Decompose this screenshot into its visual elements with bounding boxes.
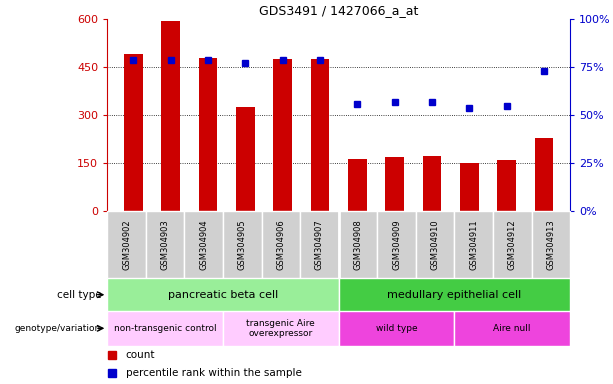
Bar — [107, 311, 223, 346]
Text: GSM304912: GSM304912 — [508, 220, 517, 270]
Bar — [223, 311, 339, 346]
Bar — [497, 160, 516, 211]
Bar — [339, 211, 377, 278]
Text: GSM304909: GSM304909 — [392, 220, 401, 270]
Text: GSM304908: GSM304908 — [354, 219, 362, 270]
Text: medullary epithelial cell: medullary epithelial cell — [387, 290, 522, 300]
Bar — [185, 211, 223, 278]
Bar — [454, 311, 570, 346]
Text: GSM304906: GSM304906 — [276, 219, 285, 270]
Text: GSM304904: GSM304904 — [199, 220, 208, 270]
Bar — [311, 59, 329, 211]
Text: GSM304902: GSM304902 — [122, 220, 131, 270]
Bar — [273, 59, 292, 211]
Bar — [422, 156, 441, 211]
Bar — [493, 211, 531, 278]
Text: count: count — [126, 350, 155, 360]
Bar — [300, 211, 339, 278]
Text: GSM304907: GSM304907 — [315, 219, 324, 270]
Bar — [161, 21, 180, 211]
Bar — [146, 211, 185, 278]
Bar — [107, 211, 146, 278]
Bar — [124, 55, 143, 211]
Bar — [386, 157, 404, 211]
Text: percentile rank within the sample: percentile rank within the sample — [126, 367, 302, 377]
Bar — [339, 278, 570, 311]
Text: Aire null: Aire null — [493, 324, 531, 333]
Bar — [199, 58, 218, 211]
Bar — [107, 278, 339, 311]
Text: non-transgenic control: non-transgenic control — [114, 324, 216, 333]
Text: transgenic Aire
overexpressor: transgenic Aire overexpressor — [246, 319, 315, 338]
Bar — [535, 137, 554, 211]
Title: GDS3491 / 1427066_a_at: GDS3491 / 1427066_a_at — [259, 3, 418, 17]
Bar — [377, 211, 416, 278]
Text: GSM304905: GSM304905 — [238, 220, 247, 270]
Bar — [223, 211, 262, 278]
Bar — [262, 211, 300, 278]
Bar — [236, 107, 255, 211]
Text: GSM304911: GSM304911 — [469, 220, 478, 270]
Bar — [531, 211, 570, 278]
Text: GSM304910: GSM304910 — [430, 220, 440, 270]
Bar — [339, 311, 454, 346]
Text: GSM304903: GSM304903 — [161, 219, 170, 270]
Bar — [454, 211, 493, 278]
Text: wild type: wild type — [376, 324, 417, 333]
Text: GSM304913: GSM304913 — [546, 219, 555, 270]
Bar — [460, 162, 479, 211]
Text: pancreatic beta cell: pancreatic beta cell — [168, 290, 278, 300]
Text: genotype/variation: genotype/variation — [15, 324, 101, 333]
Text: cell type: cell type — [56, 290, 101, 300]
Bar — [348, 159, 367, 211]
Bar — [416, 211, 454, 278]
